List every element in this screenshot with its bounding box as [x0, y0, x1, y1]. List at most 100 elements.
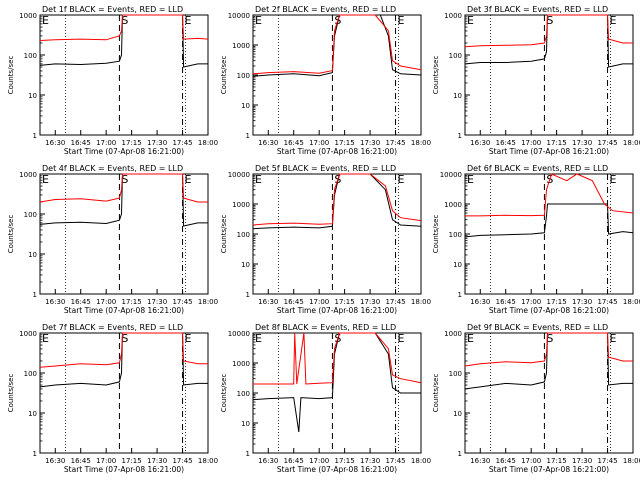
marker-label-e2: E — [185, 14, 192, 27]
x-tick-label: 17:15 — [122, 139, 142, 147]
lld-series-line — [39, 14, 209, 41]
x-tick-label: 17:00 — [96, 457, 116, 465]
y-tick-label: 10 — [28, 251, 37, 259]
x-axis-label: Start Time (07-Apr-08 16:21:00) — [489, 306, 609, 315]
y-tick-label: 1 — [33, 291, 37, 299]
x-tick-label: 17:00 — [521, 139, 541, 147]
y-tick-label: 10000 — [228, 171, 250, 179]
y-tick-label: 1 — [246, 132, 250, 140]
x-tick-label: 16:30 — [45, 139, 65, 147]
x-tick-label: 17:30 — [147, 139, 167, 147]
x-tick-label: 18:00 — [623, 139, 640, 147]
x-tick-label: 18:00 — [198, 139, 218, 147]
x-tick-label: 17:00 — [96, 298, 116, 306]
chart-title: Det 7f BLACK = Events, RED = LLD — [42, 323, 183, 332]
y-tick-label: 100 — [237, 72, 250, 80]
lld-series-line — [464, 332, 633, 367]
x-tick-label: 16:30 — [470, 298, 490, 306]
y-tick-label: 1000 — [232, 360, 250, 368]
y-tick-label: 100 — [237, 390, 250, 398]
y-tick-label: 1000 — [232, 42, 250, 50]
x-tick-label: 17:15 — [335, 298, 355, 306]
x-tick-label: 17:45 — [172, 298, 192, 306]
x-tick-label: 16:30 — [45, 298, 65, 306]
x-axis-label: Start Time (07-Apr-08 16:21:00) — [277, 465, 397, 474]
x-axis-label: Start Time (07-Apr-08 16:21:00) — [277, 147, 397, 156]
chart-title: Det 4f BLACK = Events, RED = LLD — [42, 164, 183, 173]
x-tick-label: 16:45 — [496, 298, 516, 306]
x-tick-label: 17:30 — [360, 298, 380, 306]
lld-series-line — [39, 332, 208, 368]
events-series-line — [464, 14, 633, 68]
x-tick-label: 16:30 — [45, 457, 65, 465]
x-tick-label: 17:15 — [547, 298, 567, 306]
y-tick-label: 1 — [33, 132, 37, 140]
y-tick-label: 1 — [458, 132, 462, 140]
x-tick-label: 16:45 — [284, 457, 304, 465]
y-axis-label: Counts/sec — [432, 374, 440, 413]
y-tick-label: 10 — [28, 410, 37, 418]
y-tick-label: 10 — [453, 410, 462, 418]
y-tick-label: 100 — [449, 370, 462, 378]
y-axis-label: Counts/sec — [220, 215, 228, 254]
x-tick-label: 18:00 — [623, 298, 640, 306]
x-tick-label: 16:30 — [258, 457, 278, 465]
y-tick-label: 1000 — [19, 330, 37, 338]
lld-series-line — [39, 173, 208, 203]
x-tick-label: 17:00 — [96, 139, 116, 147]
lld-series-line — [464, 14, 633, 48]
marker-label-e2: E — [610, 332, 617, 345]
marker-label-e2: E — [398, 173, 405, 186]
y-tick-label: 1000 — [444, 330, 462, 338]
y-tick-label: 1000 — [444, 12, 462, 20]
marker-label-e2: E — [398, 14, 405, 27]
x-tick-label: 16:30 — [470, 457, 490, 465]
x-tick-label: 17:15 — [335, 457, 355, 465]
x-tick-label: 17:30 — [360, 139, 380, 147]
x-tick-label: 18:00 — [198, 457, 218, 465]
marker-label-e2: E — [610, 173, 617, 186]
marker-label-e1: E — [467, 332, 474, 345]
x-tick-label: 17:00 — [309, 139, 329, 147]
x-tick-label: 16:45 — [496, 139, 516, 147]
x-tick-label: 17:00 — [521, 457, 541, 465]
marker-label-e1: E — [467, 173, 474, 186]
x-axis-label: Start Time (07-Apr-08 16:21:00) — [64, 306, 184, 315]
x-tick-label: 17:45 — [597, 298, 617, 306]
x-tick-label: 17:15 — [122, 298, 142, 306]
chart-title: Det 6f BLACK = Events, RED = LLD — [467, 164, 608, 173]
y-tick-label: 100 — [24, 52, 37, 60]
x-tick-label: 18:00 — [411, 298, 431, 306]
marker-label-s: S — [546, 332, 553, 345]
x-tick-label: 17:45 — [385, 457, 405, 465]
marker-label-s: S — [546, 14, 553, 27]
x-tick-label: 16:45 — [284, 139, 304, 147]
y-tick-label: 100 — [24, 211, 37, 219]
x-tick-label: 16:45 — [496, 457, 516, 465]
marker-label-e1: E — [255, 332, 262, 345]
y-tick-label: 10 — [28, 92, 37, 100]
events-series-line — [252, 173, 422, 230]
marker-label-s: S — [121, 332, 128, 345]
chart-title: Det 1f BLACK = Events, RED = LLD — [42, 5, 183, 14]
x-axis-label: Start Time (07-Apr-08 16:21:00) — [489, 465, 609, 474]
y-tick-label: 1000 — [444, 201, 462, 209]
y-tick-label: 1000 — [232, 201, 250, 209]
x-tick-label: 18:00 — [623, 457, 640, 465]
x-tick-label: 17:45 — [597, 139, 617, 147]
events-series-line — [39, 14, 208, 68]
y-tick-label: 10000 — [228, 12, 250, 20]
events-series-line — [252, 14, 422, 77]
x-tick-label: 17:30 — [360, 457, 380, 465]
lld-series-line — [252, 173, 422, 226]
chart-title: Det 8f BLACK = Events, RED = LLD — [255, 323, 396, 332]
marker-label-e1: E — [255, 14, 262, 27]
y-tick-label: 10000 — [228, 330, 250, 338]
y-tick-label: 10000 — [440, 171, 462, 179]
y-tick-label: 1 — [246, 291, 250, 299]
y-tick-label: 10 — [241, 102, 250, 110]
x-tick-label: 17:45 — [597, 457, 617, 465]
x-tick-label: 16:45 — [71, 298, 91, 306]
events-series-line — [464, 332, 633, 390]
